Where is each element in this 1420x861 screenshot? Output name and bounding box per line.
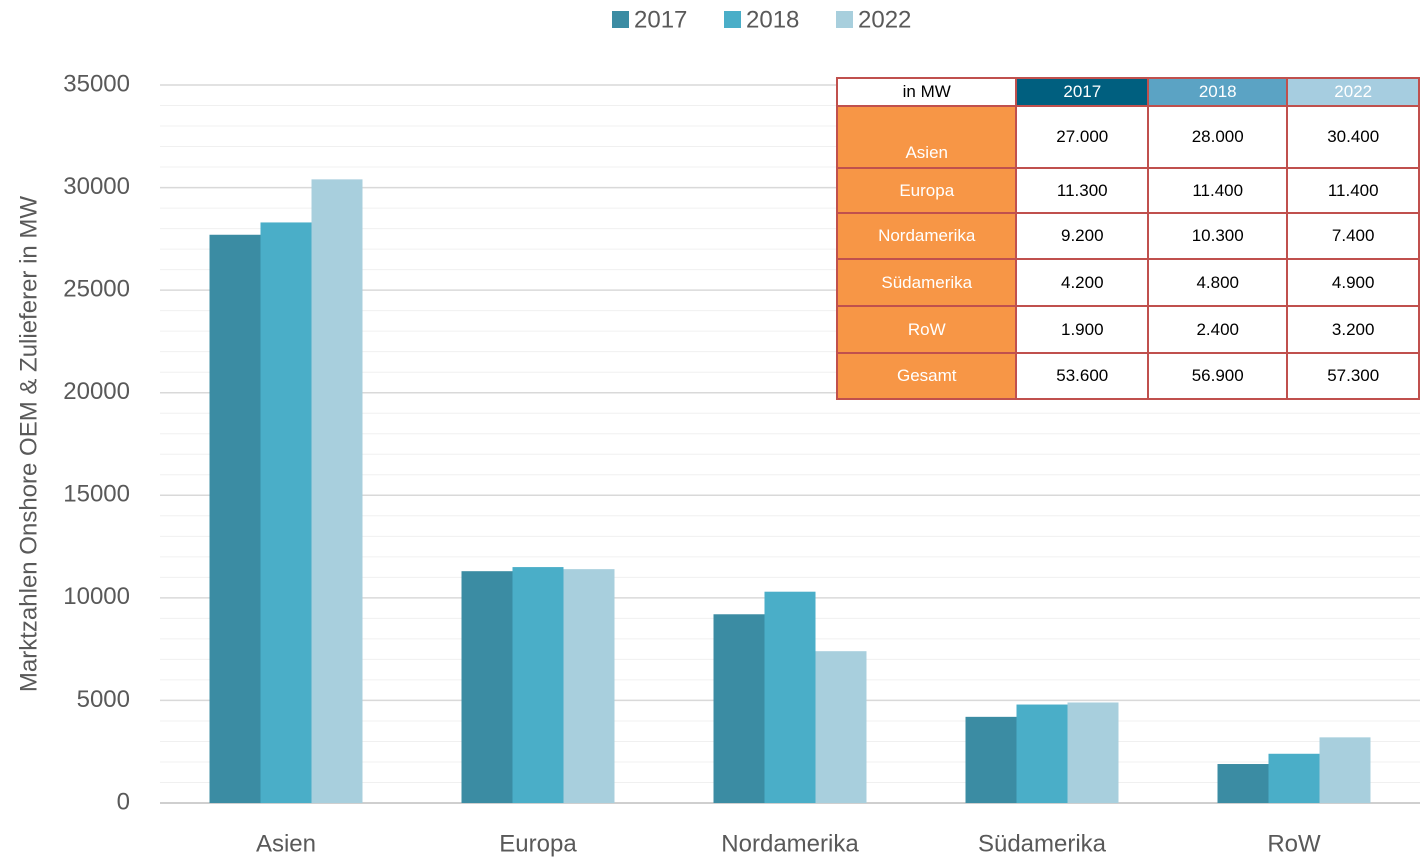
bar bbox=[1319, 737, 1371, 803]
x-tick-label: Asien bbox=[256, 830, 316, 857]
x-tick-label: Europa bbox=[499, 830, 577, 857]
y-tick-label: 35000 bbox=[63, 70, 130, 97]
row-label-cell: Europa bbox=[835, 167, 1018, 214]
value-cell: 7.400 bbox=[1286, 212, 1420, 260]
bar bbox=[815, 651, 867, 803]
x-tick-label: RoW bbox=[1267, 830, 1321, 857]
value-cell: 27.000 bbox=[1015, 105, 1150, 169]
row-label-cell: Gesamt bbox=[835, 352, 1018, 400]
table-row: RoW 1.900 2.400 3.200 bbox=[835, 305, 1420, 354]
y-tick-label: 15000 bbox=[63, 481, 130, 508]
header-cell: in MW bbox=[835, 77, 1018, 107]
row-label-cell: Südamerika bbox=[835, 258, 1018, 307]
value-cell: 57.300 bbox=[1286, 352, 1420, 400]
y-tick-label: 25000 bbox=[63, 275, 130, 302]
bar bbox=[311, 179, 363, 803]
value-cell: 3.200 bbox=[1286, 305, 1420, 354]
value-cell: 1.900 bbox=[1015, 305, 1150, 354]
bar bbox=[764, 591, 816, 803]
bar bbox=[1067, 702, 1119, 803]
bar bbox=[1268, 753, 1320, 803]
value-cell: 28.000 bbox=[1147, 105, 1289, 169]
y-tick-label: 20000 bbox=[63, 378, 130, 405]
legend-label: 2018 bbox=[746, 6, 799, 33]
value-cell: 56.900 bbox=[1147, 352, 1289, 400]
table-header: in MW 2017 2018 2022 bbox=[835, 77, 1420, 107]
legend-swatch bbox=[836, 11, 853, 28]
header-cell: 2022 bbox=[1286, 77, 1420, 107]
bar bbox=[260, 222, 312, 804]
y-tick-label: 0 bbox=[117, 788, 130, 815]
value-cell: 4.900 bbox=[1286, 258, 1420, 307]
legend-swatch bbox=[612, 11, 629, 28]
table-row: Nordamerika 9.200 10.300 7.400 bbox=[835, 212, 1420, 260]
legend-swatch bbox=[724, 11, 741, 28]
bar bbox=[512, 567, 564, 803]
bar bbox=[209, 234, 261, 804]
y-tick-label: 10000 bbox=[63, 583, 130, 610]
data-table: in MW 2017 2018 2022 Asien 27.000 28.000 30.400… bbox=[835, 77, 1420, 400]
value-cell: 11.400 bbox=[1286, 167, 1420, 214]
row-label-cell: Asien bbox=[835, 105, 1018, 169]
bar bbox=[713, 614, 765, 803]
x-tick-label: Nordamerika bbox=[721, 830, 859, 857]
bar bbox=[965, 716, 1017, 803]
y-axis-label: Marktzahlen Onshore OEM & Zulieferer in … bbox=[15, 196, 42, 692]
value-cell: 4.800 bbox=[1147, 258, 1289, 307]
table-row: Europa 11.300 11.400 11.400 bbox=[835, 167, 1420, 214]
value-cell: 30.400 bbox=[1286, 105, 1420, 169]
value-cell: 53.600 bbox=[1015, 352, 1150, 400]
header-cell: 2017 bbox=[1015, 77, 1150, 107]
bar bbox=[563, 569, 615, 803]
bar bbox=[1016, 704, 1068, 803]
value-cell: 2.400 bbox=[1147, 305, 1289, 354]
y-tick-label: 30000 bbox=[63, 173, 130, 200]
table-row: Gesamt 53.600 56.900 57.300 bbox=[835, 352, 1420, 400]
legend-label: 2017 bbox=[634, 6, 687, 33]
row-label-cell: RoW bbox=[835, 305, 1018, 354]
value-cell: 10.300 bbox=[1147, 212, 1289, 260]
row-label-cell: Nordamerika bbox=[835, 212, 1018, 260]
table-row: Asien 27.000 28.000 30.400 bbox=[835, 105, 1420, 169]
value-cell: 4.200 bbox=[1015, 258, 1150, 307]
header-cell: 2018 bbox=[1147, 77, 1289, 107]
legend-label: 2022 bbox=[858, 6, 911, 33]
y-tick-label: 5000 bbox=[77, 686, 130, 713]
value-cell: 11.400 bbox=[1147, 167, 1289, 214]
bar bbox=[1217, 764, 1269, 803]
bar bbox=[461, 571, 513, 803]
value-cell: 11.300 bbox=[1015, 167, 1150, 214]
table-row: Südamerika 4.200 4.800 4.900 bbox=[835, 258, 1420, 307]
x-tick-label: Südamerika bbox=[978, 830, 1107, 857]
value-cell: 9.200 bbox=[1015, 212, 1150, 260]
